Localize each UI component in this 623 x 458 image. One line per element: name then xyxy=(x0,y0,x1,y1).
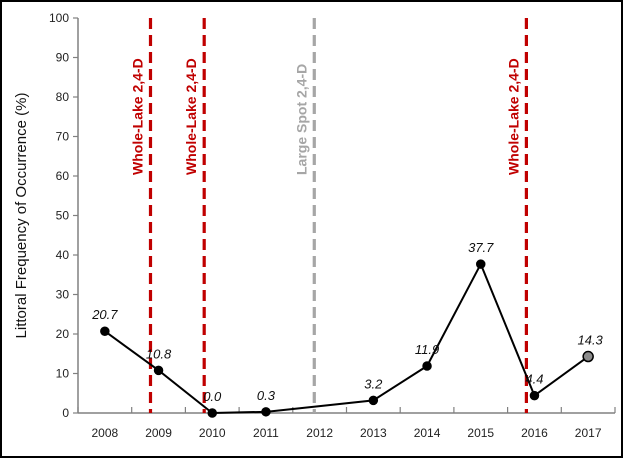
y-tick-label: 30 xyxy=(56,288,70,302)
treatment-events: Whole-Lake 2,4-D Whole-Lake 2,4-D Large Sp… xyxy=(129,18,528,413)
data-point xyxy=(368,395,379,406)
data-label: 11.9 xyxy=(415,342,439,357)
x-tick-label: 2017 xyxy=(575,426,602,440)
treatment-label: Large Spot 2,4-D xyxy=(293,64,309,175)
x-tick-label: 2008 xyxy=(91,426,118,440)
data-label: 4.4 xyxy=(525,372,543,387)
y-ticks: 0 10 20 30 40 50 60 70 80 90 100 xyxy=(49,11,78,420)
y-tick-label: 0 xyxy=(62,406,69,420)
x-ticks: 2008 2009 2010 2011 2012 2013 2014 2015 2016 2017 xyxy=(77,407,616,440)
series-line xyxy=(104,261,589,415)
data-point xyxy=(422,361,432,371)
x-tick-label: 2013 xyxy=(360,426,387,440)
y-tick-label: 10 xyxy=(56,367,70,381)
data-point xyxy=(529,390,540,401)
data-point xyxy=(100,326,110,336)
data-points xyxy=(100,259,594,418)
data-label: 0.0 xyxy=(203,389,222,404)
data-point xyxy=(476,259,486,269)
treatment-label: Whole-Lake 2,4-D xyxy=(505,58,521,175)
data-label: 20.7 xyxy=(91,307,118,322)
data-label: 10.8 xyxy=(146,346,172,361)
x-tick-label: 2009 xyxy=(145,426,172,440)
data-point xyxy=(207,408,217,418)
data-label: 14.3 xyxy=(577,333,603,348)
x-tick-label: 2011 xyxy=(253,426,279,440)
y-tick-label: 40 xyxy=(56,248,70,262)
data-point xyxy=(153,365,164,376)
y-tick-label: 100 xyxy=(49,11,69,25)
y-tick-label: 80 xyxy=(56,90,70,104)
x-tick-label: 2015 xyxy=(467,426,494,440)
treatment-label: Whole-Lake 2,4-D xyxy=(129,58,145,175)
data-labels: 20.7 10.8 0.0 0.3 3.2 11.9 37.7 4.4 14.3 xyxy=(91,240,603,404)
data-point xyxy=(582,350,594,363)
y-tick-label: 50 xyxy=(56,209,70,223)
data-label: 37.7 xyxy=(468,240,494,255)
x-tick-label: 2014 xyxy=(414,426,441,440)
data-point xyxy=(261,407,271,417)
y-tick-label: 90 xyxy=(56,51,70,65)
data-label: 0.3 xyxy=(257,388,276,403)
x-tick-label: 2012 xyxy=(306,426,333,440)
treatment-label: Whole-Lake 2,4-D xyxy=(183,58,199,175)
y-tick-label: 70 xyxy=(56,130,70,144)
y-axis-title: Littoral Frequency of Occurrence (%) xyxy=(13,93,30,339)
y-tick-label: 60 xyxy=(56,169,70,183)
x-tick-label: 2010 xyxy=(199,426,226,440)
x-tick-label: 2016 xyxy=(521,426,548,440)
y-tick-label: 20 xyxy=(56,327,70,341)
data-label: 3.2 xyxy=(364,376,383,391)
